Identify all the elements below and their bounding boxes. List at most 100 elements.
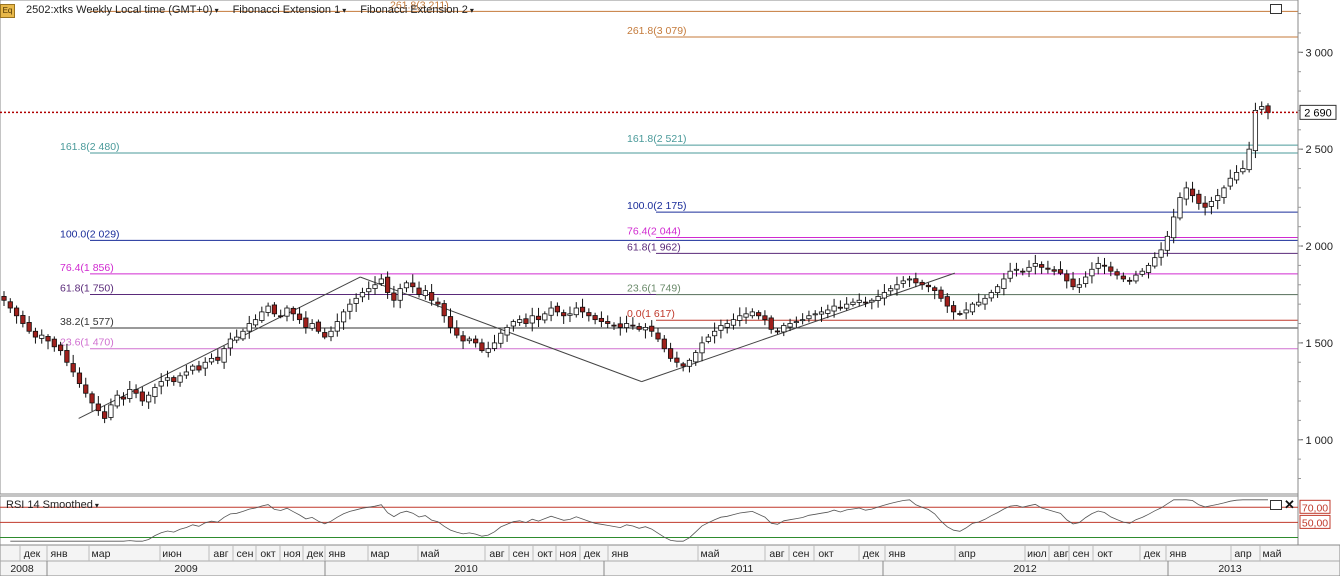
candle-body xyxy=(1101,264,1108,267)
candle-body xyxy=(542,313,548,321)
candle-body xyxy=(655,332,661,340)
candle-body xyxy=(1215,195,1221,202)
candle-body xyxy=(1089,268,1095,277)
candle-body xyxy=(724,323,730,328)
close-rsi-panel-icon[interactable]: ✕ xyxy=(1284,497,1295,512)
fib-label: 161.8(2 521) xyxy=(627,133,687,145)
candle-body xyxy=(328,330,334,338)
maximize-rsi-panel-button[interactable] xyxy=(1270,500,1282,510)
candle-body xyxy=(57,344,64,352)
month-label: янв xyxy=(1169,548,1186,560)
candle-body xyxy=(1108,266,1114,272)
candle-body xyxy=(164,377,171,381)
candle-body xyxy=(605,321,611,324)
last-price-label: 2 690 xyxy=(1304,107,1332,119)
candle-body xyxy=(1183,187,1189,200)
chevron-down-icon[interactable]: ▾ xyxy=(342,5,347,15)
candle-body xyxy=(837,306,843,309)
candle-body xyxy=(108,404,114,418)
month-label: май xyxy=(421,548,440,560)
rsi-header[interactable]: RSI 14 Smoothed ▾ xyxy=(6,499,99,511)
month-label: май xyxy=(1263,548,1282,560)
candle-body xyxy=(1221,187,1227,198)
fib-extension-1-menu[interactable]: Fibonacci Extension 1 xyxy=(232,4,341,16)
chevron-down-icon[interactable]: ▾ xyxy=(94,501,99,510)
candle-body xyxy=(208,357,215,363)
candle-body xyxy=(718,325,724,331)
candle-body xyxy=(13,307,20,317)
fib-label: 161.8(2 480) xyxy=(60,141,120,153)
candle-body xyxy=(850,301,856,305)
month-label: окт xyxy=(537,548,553,560)
chevron-down-icon[interactable]: ▾ xyxy=(214,5,219,15)
candle-body xyxy=(397,288,403,301)
candle-body xyxy=(76,372,83,384)
candle-body xyxy=(982,297,988,305)
candle-body xyxy=(64,350,70,363)
candle-body xyxy=(403,282,410,289)
candle-body xyxy=(1057,269,1064,274)
candle-body xyxy=(1158,249,1164,258)
candle-body xyxy=(756,312,762,317)
candle-body xyxy=(114,394,120,407)
candle-body xyxy=(190,365,196,371)
candle-body xyxy=(127,388,133,399)
candle-body xyxy=(1202,202,1208,208)
rsi-title[interactable]: RSI 14 Smoothed xyxy=(6,499,93,511)
chevron-down-icon[interactable]: ▾ xyxy=(469,5,474,15)
month-label: ноя xyxy=(559,548,576,560)
candle-body xyxy=(353,297,359,304)
candle-body xyxy=(831,305,837,312)
candles xyxy=(0,101,1298,424)
candle-body xyxy=(523,318,529,324)
y-tick-label: 2 500 xyxy=(1305,144,1333,156)
candle-body xyxy=(793,321,799,323)
candle-body xyxy=(51,338,57,348)
maximize-main-panel-button[interactable] xyxy=(1270,4,1282,14)
month-label: апр xyxy=(1234,548,1252,560)
candle-body xyxy=(994,286,1001,294)
last-price-badge xyxy=(1299,104,1337,120)
y-tick-label: 1 000 xyxy=(1305,435,1333,447)
candle-body xyxy=(221,348,227,363)
fib-label: 38.2(1 577) xyxy=(60,316,114,328)
candle-body xyxy=(466,338,472,342)
year-label: 2013 xyxy=(1218,563,1242,575)
chart-header: Eq 2502:xtks Weekly Local time (GMT+0) ▾ … xyxy=(0,2,474,18)
month-label: авг xyxy=(1053,548,1068,560)
candle-body xyxy=(932,287,938,291)
candle-body xyxy=(240,330,246,340)
candle-body xyxy=(1145,265,1152,273)
month-label: дек xyxy=(1144,548,1161,560)
candle-body xyxy=(737,315,743,321)
fib-label: 76.4(2 044) xyxy=(627,226,681,238)
fib-label: 261.8(3 211) xyxy=(390,0,449,11)
candle-body xyxy=(378,278,384,284)
candle-body xyxy=(1013,268,1020,271)
candle-body xyxy=(1133,274,1139,282)
fib-label: 23.6(1 749) xyxy=(627,283,681,295)
candle-body xyxy=(1240,168,1246,173)
candle-body xyxy=(573,307,579,316)
symbol-title[interactable]: 2502:xtks Weekly Local time (GMT+0) xyxy=(26,4,213,16)
candle-body xyxy=(1076,284,1082,288)
candle-body xyxy=(762,315,768,321)
candle-body xyxy=(447,316,454,328)
candle-body xyxy=(1189,188,1196,197)
candle-body xyxy=(787,323,793,328)
candle-body xyxy=(133,389,139,394)
candle-body xyxy=(32,330,39,338)
candle-body xyxy=(20,315,26,324)
month-label: июн xyxy=(162,548,182,560)
candle-body xyxy=(844,303,850,309)
fib-extension-2-menu[interactable]: Fibonacci Extension 2 xyxy=(360,4,468,16)
candle-body xyxy=(1233,172,1240,181)
candle-body xyxy=(284,307,290,317)
candle-body xyxy=(825,309,831,314)
month-label: янв xyxy=(611,548,628,560)
month-label: дек xyxy=(307,548,324,560)
candle-body xyxy=(485,348,491,353)
candle-body xyxy=(862,301,869,304)
candle-body xyxy=(976,301,982,306)
candle-body xyxy=(391,292,397,301)
